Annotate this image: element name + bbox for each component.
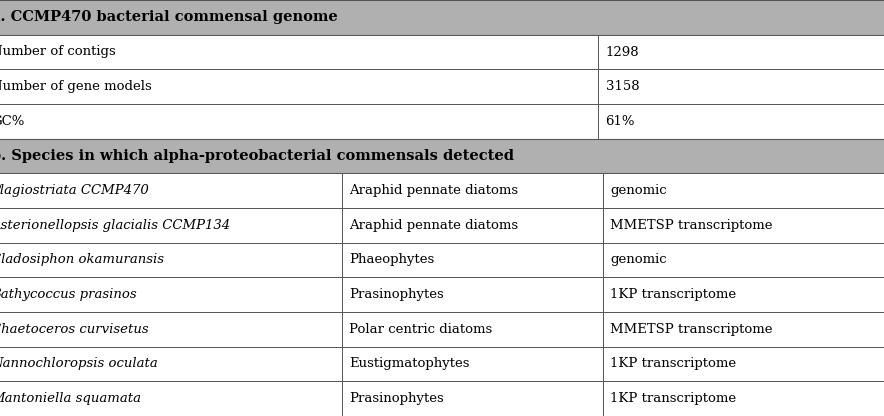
Bar [603,312,884,347]
Text: MMETSP transcriptome: MMETSP transcriptome [610,219,773,232]
Bar [603,277,884,312]
Text: genomic: genomic [610,253,667,267]
Bar [0,0,884,35]
Bar [598,69,884,104]
Bar [0,208,342,243]
Bar [342,208,603,243]
Bar [603,347,884,381]
Text: Prasinophytes: Prasinophytes [349,392,444,405]
Bar [342,381,603,416]
Bar [0,381,342,416]
Text: Mantoniella squamata: Mantoniella squamata [0,392,141,405]
Text: Bathycoccus prasinos: Bathycoccus prasinos [0,288,137,301]
Bar [0,347,342,381]
Text: 1KP transcriptome: 1KP transcriptome [610,288,736,301]
Text: 3158: 3158 [606,80,639,93]
Text: Chaetoceros curvisetus: Chaetoceros curvisetus [0,323,149,336]
Bar [342,243,603,277]
Bar [603,173,884,208]
Text: 1KP transcriptome: 1KP transcriptome [610,357,736,371]
Bar [342,173,603,208]
Bar [603,381,884,416]
Text: MMETSP transcriptome: MMETSP transcriptome [610,323,773,336]
Bar [342,347,603,381]
Bar [342,312,603,347]
Bar [603,243,884,277]
Text: Polar centric diatoms: Polar centric diatoms [349,323,492,336]
Text: a. CCMP470 bacterial commensal genome: a. CCMP470 bacterial commensal genome [0,10,338,24]
Bar [0,35,598,69]
Text: 1298: 1298 [606,45,639,59]
Bar [0,104,598,139]
Bar [0,312,342,347]
Text: Nannochloropsis oculata: Nannochloropsis oculata [0,357,158,371]
Bar [0,173,342,208]
Text: Cladosiphon okamuransis: Cladosiphon okamuransis [0,253,164,267]
Text: GC%: GC% [0,115,25,128]
Bar [603,208,884,243]
Text: b. Species in which alpha-proteobacterial commensals detected: b. Species in which alpha-proteobacteria… [0,149,514,163]
Text: Eustigmatophytes: Eustigmatophytes [349,357,469,371]
Text: Araphid pennate diatoms: Araphid pennate diatoms [349,184,518,197]
Bar [598,104,884,139]
Text: Asterionellopsis glacialis CCMP134: Asterionellopsis glacialis CCMP134 [0,219,231,232]
Bar [0,139,884,173]
Text: Plagiostriata CCMP470: Plagiostriata CCMP470 [0,184,149,197]
Text: Araphid pennate diatoms: Araphid pennate diatoms [349,219,518,232]
Bar [0,277,342,312]
Text: genomic: genomic [610,184,667,197]
Text: Phaeophytes: Phaeophytes [349,253,434,267]
Bar [0,69,598,104]
Bar [0,243,342,277]
Text: 61%: 61% [606,115,635,128]
Bar [342,277,603,312]
Text: Number of contigs: Number of contigs [0,45,116,59]
Text: Number of gene models: Number of gene models [0,80,152,93]
Bar [598,35,884,69]
Text: Prasinophytes: Prasinophytes [349,288,444,301]
Text: 1KP transcriptome: 1KP transcriptome [610,392,736,405]
